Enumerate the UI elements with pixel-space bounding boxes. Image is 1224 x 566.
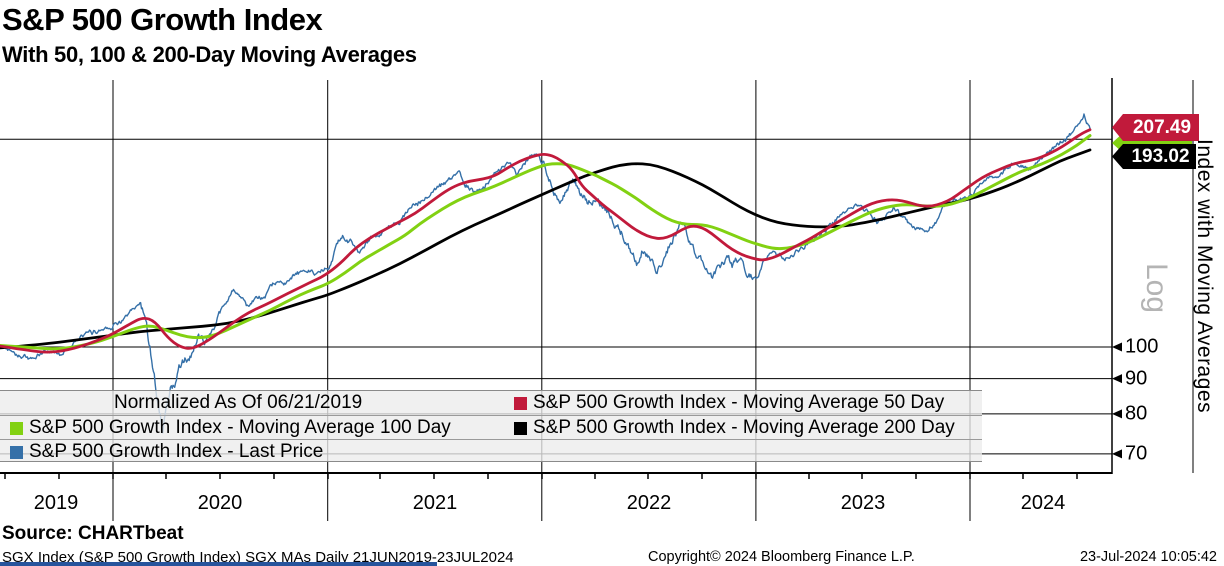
legend-row: S&P 500 Growth Index - Moving Average 10… xyxy=(0,415,982,440)
ma200-line xyxy=(0,148,1092,350)
footer-meta: SGX Index (S&P 500 Growth Index) SGX MAs… xyxy=(2,549,514,566)
right-axis-title: Index with Moving Averages xyxy=(1193,138,1216,414)
chart-legend: Normalized As Of 06/21/2019 S&P 500 Grow… xyxy=(0,390,982,462)
y-tick-label: 70 xyxy=(1125,442,1148,465)
last-price-line xyxy=(0,113,1091,434)
legend-item-ma200: S&P 500 Growth Index - Moving Average 20… xyxy=(514,416,955,440)
log-scale-label: Log xyxy=(1140,262,1173,314)
x-tick-label: 2020 xyxy=(197,492,243,514)
ma50-swatch-icon xyxy=(514,396,527,410)
y-tick-label: 100 xyxy=(1125,335,1159,358)
x-tick-label: 2023 xyxy=(840,492,886,514)
legend-row: S&P 500 Growth Index - Last Price xyxy=(0,439,982,464)
footer-copyright: Copyright© 2024 Bloomberg Finance L.P. xyxy=(648,549,915,565)
last-price-badge: 207.49 xyxy=(1112,114,1199,141)
legend-normalized-note: Normalized As Of 06/21/2019 xyxy=(114,392,363,413)
page-title: S&P 500 Growth Index xyxy=(2,2,323,37)
x-tick-label: 2022 xyxy=(626,492,672,514)
y-tick-label: 80 xyxy=(1125,402,1148,425)
ma100-swatch-icon xyxy=(10,421,23,435)
ma200-price-badge: 193.02 xyxy=(1112,144,1196,169)
legend-item-ma50: S&P 500 Growth Index - Moving Average 50… xyxy=(514,391,944,415)
legend-row: Normalized As Of 06/21/2019 S&P 500 Grow… xyxy=(0,391,982,415)
y-tick-arrows xyxy=(1112,342,1122,459)
x-tick-label: 2019 xyxy=(33,492,79,514)
ma200-swatch-icon xyxy=(514,421,527,435)
bottom-panel-bar xyxy=(0,562,437,566)
y-tick-label: 90 xyxy=(1125,367,1148,390)
source-label: Source: CHARTbeat xyxy=(2,523,184,544)
footer-timestamp: 23-Jul-2024 10:05:42 xyxy=(1079,549,1217,565)
page-subtitle: With 50, 100 & 200-Day Moving Averages xyxy=(2,42,417,67)
x-tick-label: 2024 xyxy=(1020,492,1066,514)
legend-item-ma100: S&P 500 Growth Index - Moving Average 10… xyxy=(10,416,451,440)
ma100-line xyxy=(0,134,1092,351)
ma50-line xyxy=(0,128,1092,354)
legend-item-last-price: S&P 500 Growth Index - Last Price xyxy=(10,440,323,464)
last-price-swatch-icon xyxy=(10,445,23,459)
x-tick-label: 2021 xyxy=(412,492,458,514)
